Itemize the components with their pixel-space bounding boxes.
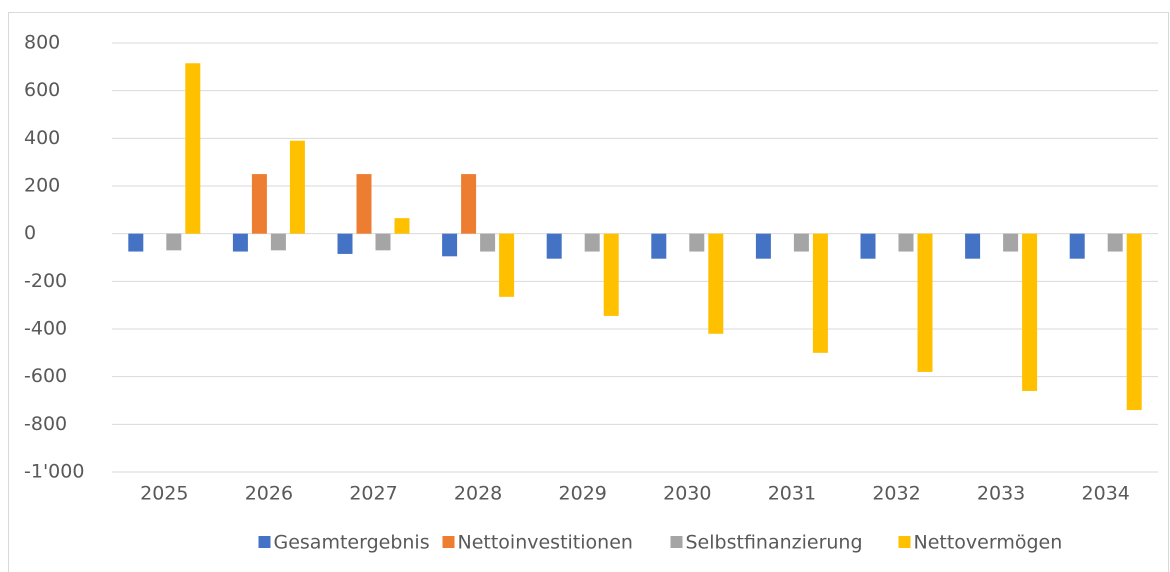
bar <box>442 233 458 257</box>
bar <box>793 233 809 252</box>
bar <box>251 174 267 234</box>
bar <box>860 233 876 259</box>
legend-swatch <box>258 536 271 548</box>
bar <box>1003 233 1019 252</box>
x-tick-label: 2030 <box>663 483 711 505</box>
y-tick-label: -200 <box>24 270 67 292</box>
bar <box>185 63 201 234</box>
legend-swatch <box>670 536 683 548</box>
legend-swatch <box>442 536 455 548</box>
x-tick-label: 2034 <box>1082 483 1130 505</box>
x-tick-label: 2027 <box>349 483 397 505</box>
bar <box>499 233 515 297</box>
bar <box>965 233 981 259</box>
x-tick-label: 2033 <box>977 483 1025 505</box>
legend-swatch <box>898 536 911 548</box>
legend-label: Nettoinvestitionen <box>458 532 633 554</box>
x-tick-label: 2028 <box>454 483 502 505</box>
bar <box>166 233 182 251</box>
chart-frame <box>8 12 1169 572</box>
bar <box>917 233 933 372</box>
y-tick-label: -600 <box>24 365 67 387</box>
bar <box>356 174 372 234</box>
bar <box>480 233 496 252</box>
legend-label: Gesamtergebnis <box>274 532 430 554</box>
y-tick-label: 0 <box>24 222 36 244</box>
bar <box>1126 233 1142 411</box>
bar <box>375 233 391 251</box>
bar <box>232 233 248 252</box>
x-tick-label: 2032 <box>872 483 920 505</box>
legend-label: Selbstfinanzierung <box>686 532 863 554</box>
legend-label: Nettovermögen <box>914 532 1063 554</box>
y-tick-label: 600 <box>24 79 60 101</box>
bar <box>394 218 410 234</box>
bar <box>755 233 771 259</box>
bar <box>689 233 705 252</box>
x-tick-label: 2025 <box>140 483 188 505</box>
bar <box>128 233 144 252</box>
bar <box>708 233 724 334</box>
x-tick-label: 2029 <box>559 483 607 505</box>
y-tick-label: 200 <box>24 175 60 197</box>
bar <box>584 233 600 252</box>
bar <box>812 233 828 353</box>
y-tick-label: -1'000 <box>24 461 84 483</box>
bar <box>461 174 477 234</box>
y-tick-label: -400 <box>24 318 67 340</box>
bar <box>1022 233 1038 391</box>
bar <box>270 233 286 251</box>
y-tick-label: 800 <box>24 32 60 54</box>
y-tick-label: 400 <box>24 127 60 149</box>
bar <box>337 233 353 254</box>
bar <box>898 233 914 252</box>
bar <box>289 140 305 234</box>
x-tick-label: 2031 <box>768 483 816 505</box>
bar <box>1107 233 1123 252</box>
bar <box>603 233 619 316</box>
y-tick-label: -800 <box>24 413 67 435</box>
bar <box>651 233 667 259</box>
x-tick-label: 2026 <box>245 483 293 505</box>
bar <box>1069 233 1085 259</box>
bar <box>546 233 562 259</box>
